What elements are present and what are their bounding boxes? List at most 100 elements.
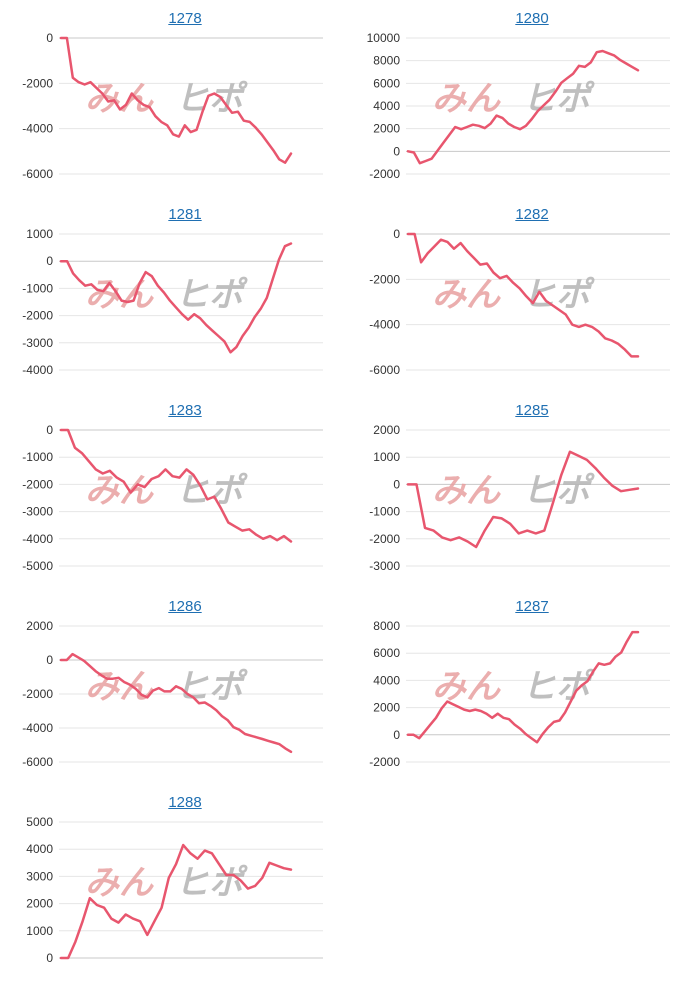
y-tick-label: 0 xyxy=(46,951,53,965)
y-tick-label: 3000 xyxy=(26,869,53,883)
chart-title-link[interactable]: 1280 xyxy=(515,10,549,27)
y-tick-label: 0 xyxy=(393,728,400,742)
series-line xyxy=(59,652,293,754)
chart-title-link[interactable]: 1278 xyxy=(168,10,202,27)
chart-panel-1288: 1288 5000 4000 3000 2000 1000 0 みん ヒポ xyxy=(15,784,355,965)
y-tick-label: -2000 xyxy=(22,76,53,90)
chart-panel-1285: 1285 2000 1000 0 -1000 -2000 -3000 みん ヒポ xyxy=(362,392,700,573)
chart-title-link[interactable]: 1282 xyxy=(515,206,549,223)
y-tick-label: 8000 xyxy=(373,54,400,68)
watermark-text-left: みん xyxy=(85,667,154,707)
y-tick-label: 2000 xyxy=(373,423,400,437)
chart-title-link[interactable]: 1285 xyxy=(515,402,549,419)
watermark-text-left: みん xyxy=(432,79,501,119)
watermark-logo: みん ヒポ xyxy=(85,275,248,315)
chart-panel-1278: 1278 0 -2000 -4000 -6000 みん ヒポ xyxy=(15,0,355,181)
chart-plot: 10000 8000 6000 4000 2000 0 -2000 みん ヒポ xyxy=(367,31,670,181)
chart-title-link[interactable]: 1281 xyxy=(168,206,202,223)
y-tick-label: 0 xyxy=(46,31,53,45)
y-tick-label: -1000 xyxy=(22,450,53,464)
y-tick-label: -3000 xyxy=(22,336,53,350)
chart-plot: 2000 1000 0 -1000 -2000 -3000 みん ヒポ xyxy=(369,423,670,573)
y-tick-label: 10000 xyxy=(367,31,401,45)
y-tick-label: 1000 xyxy=(373,450,400,464)
chart-title-link[interactable]: 1286 xyxy=(168,598,202,615)
y-tick-label: -2000 xyxy=(22,687,53,701)
y-tick-label: -3000 xyxy=(22,505,53,519)
chart-title-link[interactable]: 1287 xyxy=(515,598,549,615)
chart-panel-1283: 1283 0 -1000 -2000 -3000 -4000 -5000 みん ヒポ xyxy=(15,392,355,573)
y-tick-label: -2000 xyxy=(22,309,53,323)
watermark-text-right: ヒポ xyxy=(175,667,248,707)
watermark-logo: みん ヒポ xyxy=(85,667,248,707)
y-tick-label: -2000 xyxy=(369,755,400,769)
y-tick-label: -4000 xyxy=(22,721,53,735)
chart-plot: 1000 0 -1000 -2000 -3000 -4000 みん ヒポ xyxy=(22,227,323,377)
chart-plot: 8000 6000 4000 2000 0 -2000 みん ヒポ xyxy=(369,619,670,769)
chart-plot: 0 -2000 -4000 -6000 みん ヒポ xyxy=(22,31,323,181)
y-tick-label: 0 xyxy=(393,477,400,491)
y-tick-label: 2000 xyxy=(373,122,400,136)
y-tick-label: -1000 xyxy=(369,505,400,519)
watermark-text-right: ヒポ xyxy=(522,667,595,707)
chart-title-link[interactable]: 1288 xyxy=(168,794,202,811)
series-line xyxy=(59,428,293,543)
chart-panel-1282: 1282 0 -2000 -4000 -6000 みん ヒポ xyxy=(362,196,700,377)
y-tick-label: -4000 xyxy=(22,532,53,546)
series-line xyxy=(406,49,640,165)
y-tick-label: -1000 xyxy=(22,281,53,295)
watermark-logo: みん ヒポ xyxy=(85,471,248,511)
series-line xyxy=(406,630,640,744)
watermark-logo: みん ヒポ xyxy=(85,863,248,903)
y-tick-label: -4000 xyxy=(369,318,400,332)
y-tick-label: -4000 xyxy=(22,122,53,136)
watermark-text-right: ヒポ xyxy=(522,471,595,511)
chart-panel-1280: 1280 10000 8000 6000 4000 2000 0 -2000 みん ヒポ xyxy=(362,0,700,181)
series-line xyxy=(406,232,640,358)
series-line xyxy=(406,450,640,549)
y-tick-label: -5000 xyxy=(22,559,53,573)
y-tick-label: 1000 xyxy=(26,227,53,241)
y-tick-label: -3000 xyxy=(369,559,400,573)
y-tick-label: 1000 xyxy=(26,924,53,938)
chart-plot: 5000 4000 3000 2000 1000 0 みん ヒポ xyxy=(26,815,323,965)
y-tick-label: -4000 xyxy=(22,363,53,377)
y-tick-label: -2000 xyxy=(369,272,400,286)
y-tick-label: 4000 xyxy=(26,842,53,856)
chart-panel-1287: 1287 8000 6000 4000 2000 0 -2000 みん ヒポ xyxy=(362,588,700,769)
y-tick-label: -6000 xyxy=(369,363,400,377)
y-tick-label: 4000 xyxy=(373,673,400,687)
watermark-text-left: みん xyxy=(85,275,154,315)
y-tick-label: -2000 xyxy=(22,477,53,491)
watermark-logo: みん ヒポ xyxy=(432,275,595,315)
y-tick-label: 5000 xyxy=(26,815,53,829)
y-tick-label: 0 xyxy=(46,653,53,667)
watermark-logo: みん ヒポ xyxy=(85,79,248,119)
watermark-logo: みん ヒポ xyxy=(432,471,595,511)
y-tick-label: 0 xyxy=(393,227,400,241)
y-tick-label: 0 xyxy=(46,423,53,437)
watermark-text-left: みん xyxy=(432,667,501,707)
watermark-text-left: みん xyxy=(432,275,501,315)
chart-plot: 2000 0 -2000 -4000 -6000 みん ヒポ xyxy=(22,619,323,769)
y-tick-label: 2000 xyxy=(26,897,53,911)
chart-title-link[interactable]: 1283 xyxy=(168,402,202,419)
y-tick-label: -6000 xyxy=(22,755,53,769)
y-tick-label: -2000 xyxy=(369,167,400,181)
chart-panel-1286: 1286 2000 0 -2000 -4000 -6000 みん ヒポ xyxy=(15,588,355,769)
chart-plot: 0 -1000 -2000 -3000 -4000 -5000 みん ヒポ xyxy=(22,423,323,573)
y-tick-label: -6000 xyxy=(22,167,53,181)
watermark-text-left: みん xyxy=(85,471,154,511)
y-tick-label: 6000 xyxy=(373,646,400,660)
chart-plot: 0 -2000 -4000 -6000 みん ヒポ xyxy=(369,227,670,377)
watermark-text-left: みん xyxy=(432,471,501,511)
series-line xyxy=(59,843,293,960)
watermark-logo: みん ヒポ xyxy=(432,79,595,119)
y-tick-label: 0 xyxy=(393,144,400,158)
y-tick-label: 4000 xyxy=(373,99,400,113)
watermark-text-left: みん xyxy=(85,79,154,119)
watermark-text-left: みん xyxy=(85,863,154,903)
chart-panel-1281: 1281 1000 0 -1000 -2000 -3000 -4000 みん ヒポ xyxy=(15,196,355,377)
series-line xyxy=(59,242,293,354)
watermark-text-right: ヒポ xyxy=(175,863,248,903)
